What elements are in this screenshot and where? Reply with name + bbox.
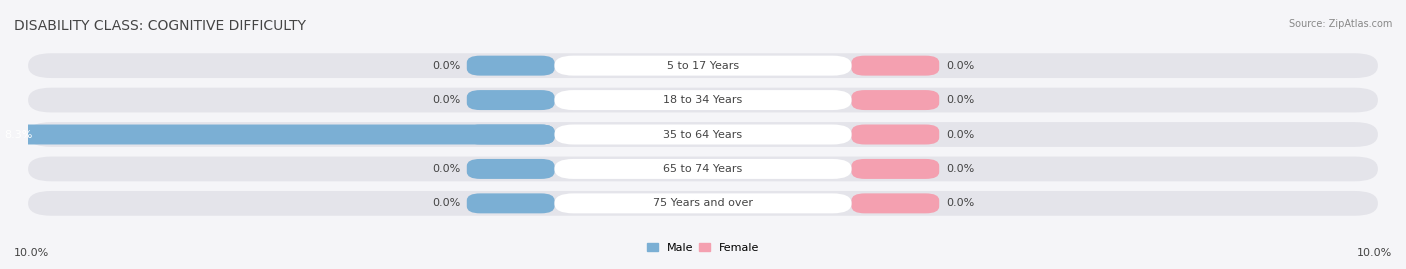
Text: 0.0%: 0.0% [946, 198, 974, 208]
FancyBboxPatch shape [554, 90, 852, 110]
FancyBboxPatch shape [852, 125, 939, 144]
Text: 18 to 34 Years: 18 to 34 Years [664, 95, 742, 105]
FancyBboxPatch shape [852, 193, 939, 213]
FancyBboxPatch shape [554, 193, 852, 213]
FancyBboxPatch shape [28, 191, 1378, 216]
Text: 0.0%: 0.0% [432, 164, 460, 174]
FancyBboxPatch shape [554, 125, 852, 144]
FancyBboxPatch shape [467, 56, 554, 76]
FancyBboxPatch shape [852, 56, 939, 76]
Text: 0.0%: 0.0% [432, 95, 460, 105]
FancyBboxPatch shape [852, 90, 939, 110]
Legend: Male, Female: Male, Female [647, 243, 759, 253]
Text: 0.0%: 0.0% [432, 61, 460, 71]
Text: 0.0%: 0.0% [946, 61, 974, 71]
FancyBboxPatch shape [28, 157, 1378, 181]
Text: 0.0%: 0.0% [946, 129, 974, 140]
FancyBboxPatch shape [467, 193, 554, 213]
FancyBboxPatch shape [554, 56, 852, 76]
Text: 65 to 74 Years: 65 to 74 Years [664, 164, 742, 174]
Text: 0.0%: 0.0% [432, 198, 460, 208]
FancyBboxPatch shape [467, 90, 554, 110]
Text: Source: ZipAtlas.com: Source: ZipAtlas.com [1288, 19, 1392, 29]
FancyBboxPatch shape [28, 53, 1378, 78]
FancyBboxPatch shape [467, 125, 554, 144]
Text: DISABILITY CLASS: COGNITIVE DIFFICULTY: DISABILITY CLASS: COGNITIVE DIFFICULTY [14, 19, 307, 33]
FancyBboxPatch shape [467, 159, 554, 179]
Text: 5 to 17 Years: 5 to 17 Years [666, 61, 740, 71]
Text: 0.0%: 0.0% [946, 164, 974, 174]
Text: 10.0%: 10.0% [14, 248, 49, 258]
FancyBboxPatch shape [852, 159, 939, 179]
Text: 75 Years and over: 75 Years and over [652, 198, 754, 208]
Text: 8.3%: 8.3% [4, 129, 32, 140]
Text: 35 to 64 Years: 35 to 64 Years [664, 129, 742, 140]
FancyBboxPatch shape [0, 125, 554, 144]
FancyBboxPatch shape [554, 159, 852, 179]
Text: 10.0%: 10.0% [1357, 248, 1392, 258]
Text: 0.0%: 0.0% [946, 95, 974, 105]
FancyBboxPatch shape [28, 88, 1378, 112]
FancyBboxPatch shape [28, 122, 1378, 147]
